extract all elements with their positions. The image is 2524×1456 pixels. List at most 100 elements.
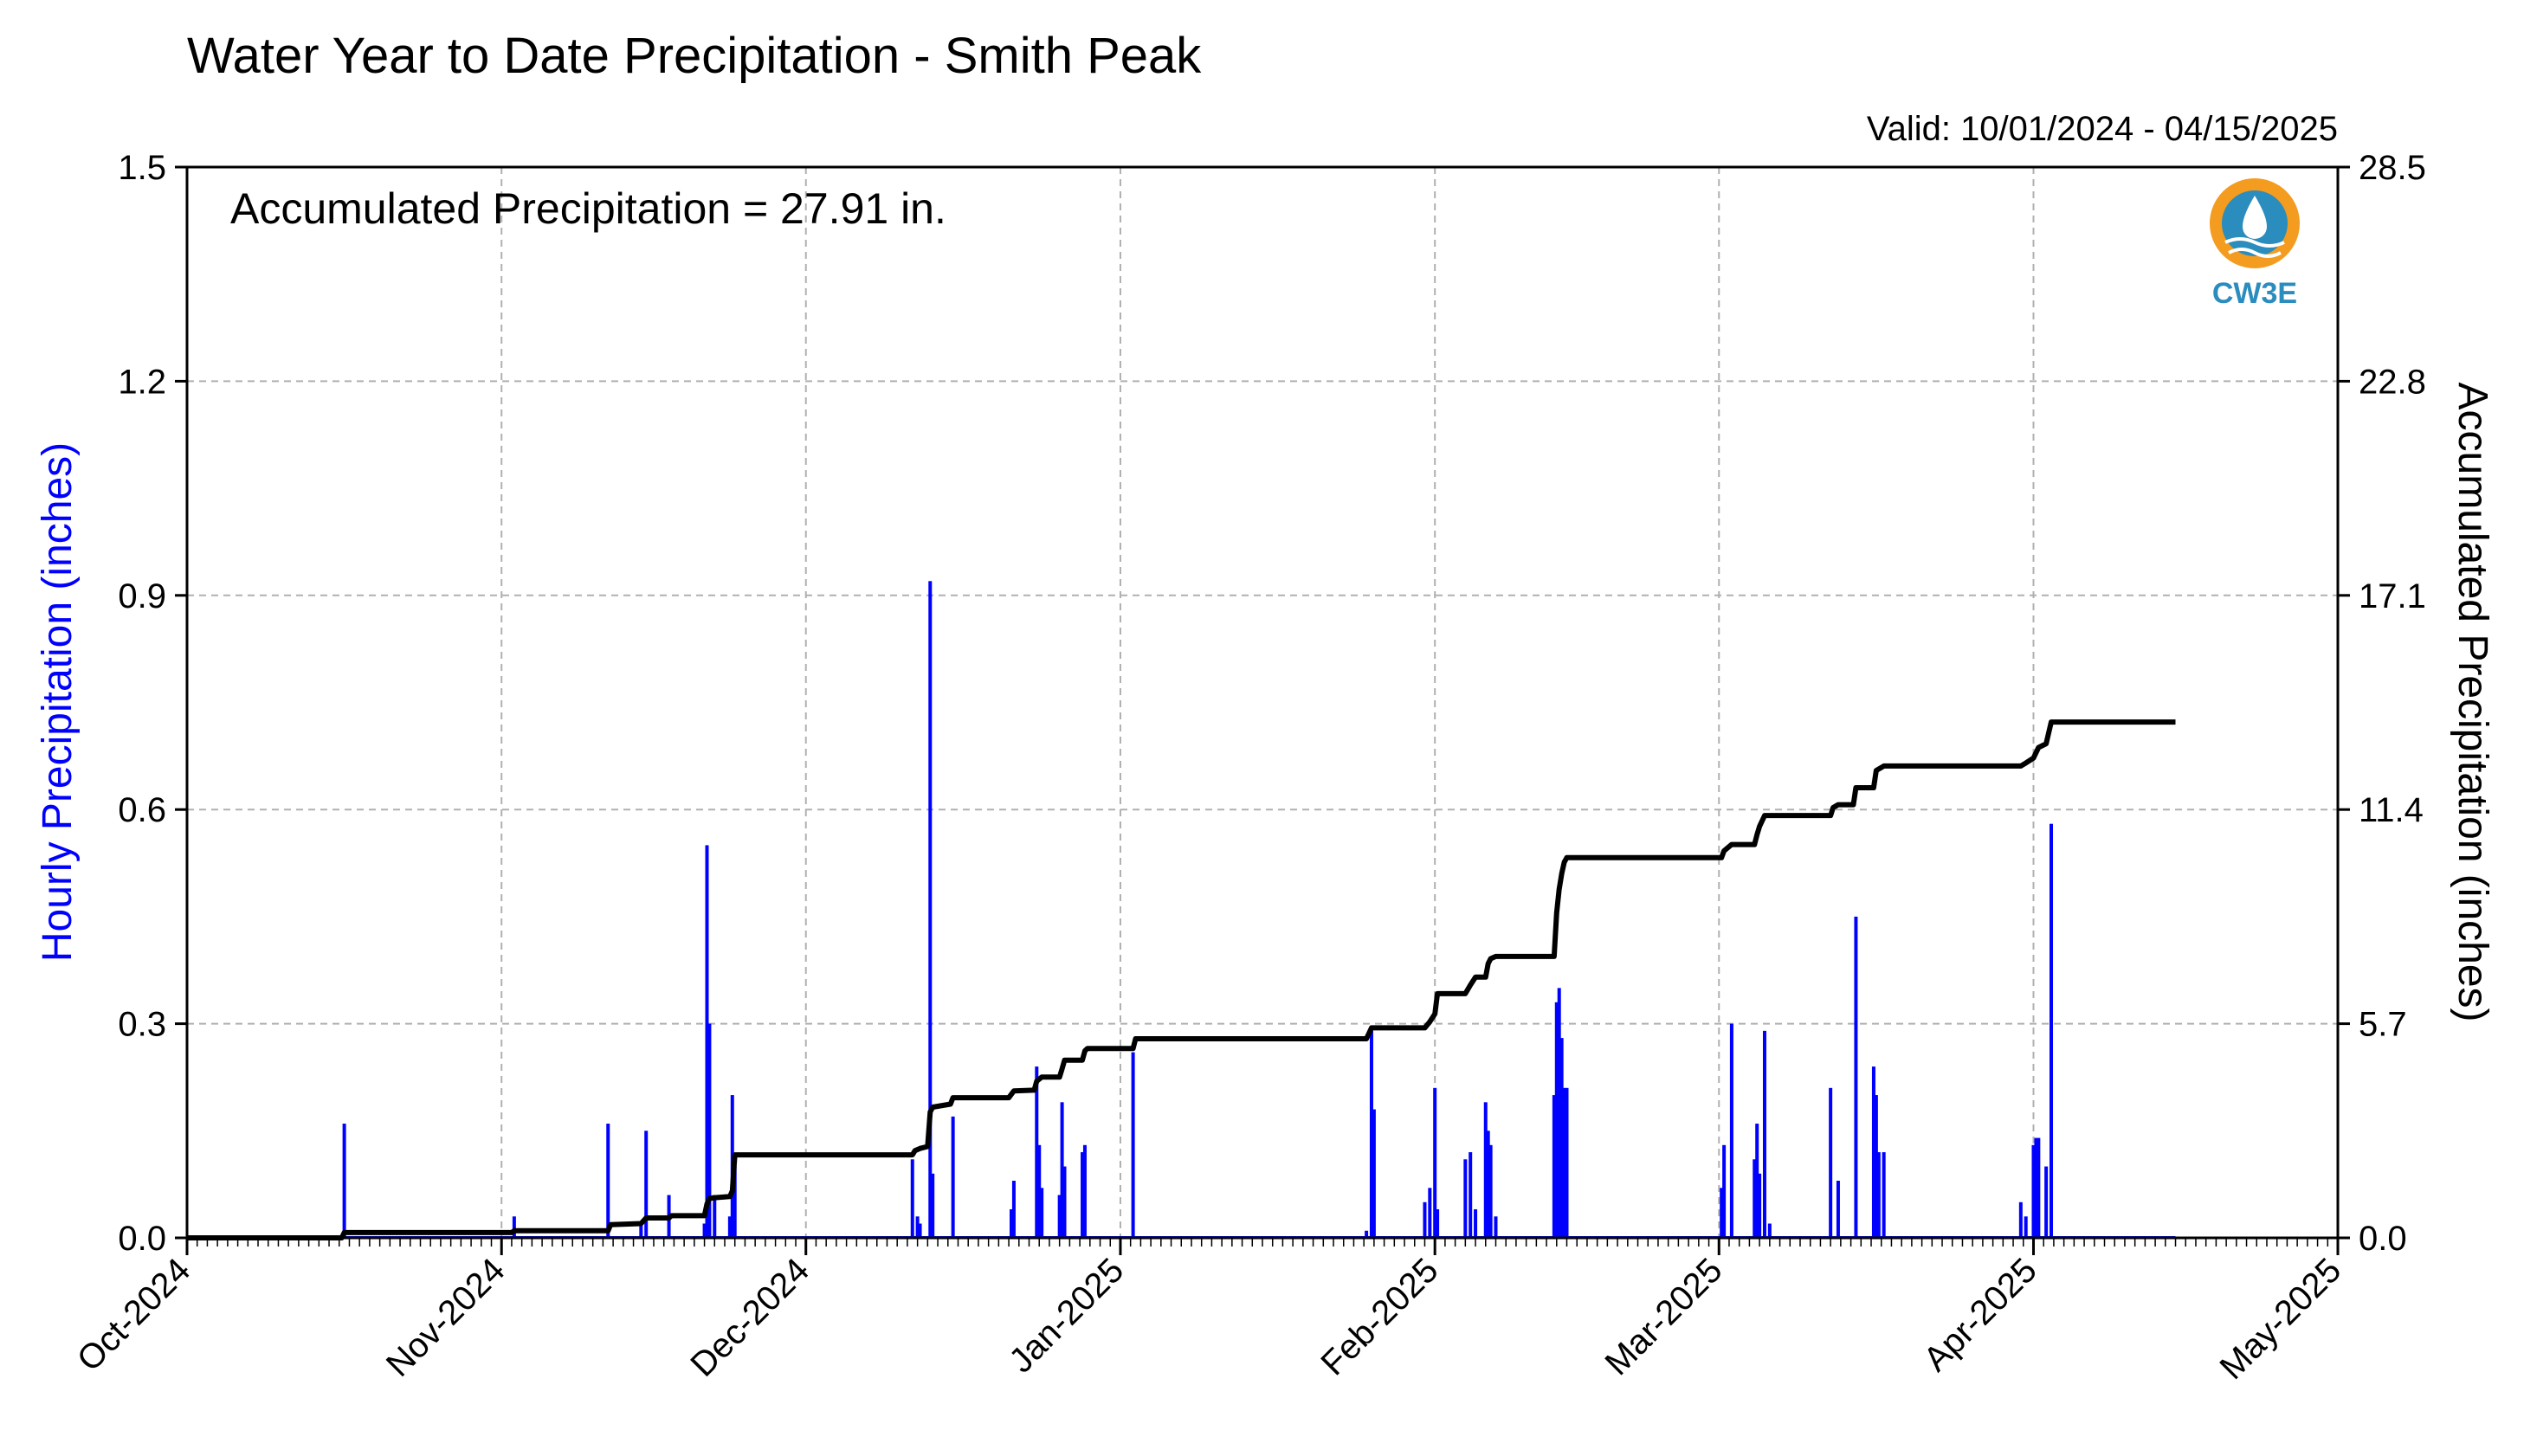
hourly-bar <box>1486 1131 1490 1238</box>
water-drop-icon <box>2243 196 2267 239</box>
hourly-bar <box>2044 1166 2049 1238</box>
hourly-bar <box>1081 1152 1085 1238</box>
hourly-bar <box>1876 1152 1881 1238</box>
hourly-bar <box>1037 1144 1042 1238</box>
axis-ticks <box>175 165 2350 1255</box>
hourly-bar <box>931 1173 935 1238</box>
hourly-bar <box>644 1131 649 1238</box>
hourly-bar <box>1874 1095 1878 1238</box>
hourly-bar <box>1436 1209 1440 1238</box>
hourly-bar <box>2031 1144 2036 1238</box>
hourly-bar <box>733 1166 737 1238</box>
y-tick-label-right: 22.8 <box>2359 363 2426 401</box>
hourly-bar <box>1131 1052 1135 1238</box>
hourly-bar <box>1082 1144 1087 1238</box>
hourly-bar <box>2049 823 2053 1238</box>
hourly-bar <box>1463 1159 1468 1238</box>
left-tick-labels: 0.0 0.3 0.6 0.9 1.2 1.5 <box>118 149 166 1258</box>
y-tick-label-left: 0.6 <box>118 791 166 829</box>
hourly-bar <box>702 1223 707 1238</box>
hourly-bar <box>1365 1230 1369 1238</box>
accumulated-annotation: Accumulated Precipitation = 27.91 in. <box>230 184 946 233</box>
accumulated-line <box>187 719 2176 1240</box>
hourly-bar <box>1552 1095 1556 1238</box>
logo-text: CW3E <box>2212 277 2297 310</box>
hourly-bar <box>1882 1152 1886 1238</box>
cw3e-logo: CW3E <box>2210 178 2300 310</box>
hourly-bar <box>1762 1030 1766 1238</box>
hourly-bar <box>1559 1038 1564 1238</box>
left-axis-label: Hourly Precipitation (inches) <box>35 442 81 962</box>
hourly-bar <box>1722 1144 1727 1238</box>
right-axis-label: Accumulated Precipitation (inches) <box>2450 382 2495 1021</box>
hourly-bar <box>1829 1087 1833 1238</box>
hourly-bar <box>1010 1209 1014 1238</box>
hourly-bar <box>639 1223 643 1238</box>
y-tick-label-right: 11.4 <box>2359 791 2424 829</box>
hourly-bar <box>1011 1181 1016 1238</box>
hourly-bar <box>1755 1124 1759 1238</box>
hourly-bar <box>342 1124 346 1238</box>
chart-title: Water Year to Date Precipitation - Smith… <box>187 28 1202 84</box>
hourly-bar <box>1720 1188 1724 1238</box>
hourly-bar <box>606 1124 610 1238</box>
hourly-bar <box>713 1195 717 1238</box>
hourly-bar <box>2037 1137 2041 1238</box>
hourly-bar <box>1372 1109 1376 1238</box>
y-tick-label-left: 1.5 <box>118 149 166 187</box>
hourly-bar <box>1040 1188 1044 1238</box>
hourly-bar <box>1060 1102 1064 1238</box>
hourly-bar <box>2024 1216 2028 1238</box>
hourly-bar <box>1494 1216 1498 1238</box>
y-tick-label-right: 0.0 <box>2359 1220 2407 1258</box>
hourly-bar <box>512 1216 516 1238</box>
hourly-bar <box>1562 1087 1566 1238</box>
hourly-bar <box>707 1023 712 1238</box>
logo-wave-1 <box>2224 237 2285 248</box>
hourly-bar <box>928 581 933 1238</box>
hourly-bar <box>1836 1181 1840 1238</box>
y-tick-label-right: 28.5 <box>2359 149 2426 187</box>
hourly-bar <box>1428 1188 1432 1238</box>
hourly-bar <box>1488 1144 1493 1238</box>
hourly-bar <box>918 1223 922 1238</box>
y-tick-label-left: 0.9 <box>118 577 166 615</box>
valid-date-range: Valid: 10/01/2024 - 04/15/2025 <box>1867 110 2338 148</box>
hourly-bar <box>1433 1087 1437 1238</box>
hourly-bar <box>915 1216 920 1238</box>
hourly-bar <box>1767 1223 1772 1238</box>
hourly-bar <box>1035 1066 1039 1238</box>
hourly-bar <box>1469 1152 1473 1238</box>
right-tick-labels: 0.0 5.7 11.4 17.1 22.8 28.5 <box>2359 149 2426 1258</box>
hourly-bar <box>1753 1159 1757 1238</box>
y-tick-label-left: 1.2 <box>118 363 166 401</box>
hourly-bar <box>1854 916 1858 1238</box>
hourly-bar <box>1729 1023 1733 1238</box>
hourly-bar <box>1554 1002 1559 1238</box>
y-tick-label-right: 17.1 <box>2359 577 2426 615</box>
hourly-bar <box>2034 1137 2038 1238</box>
hourly-bar <box>1057 1195 1062 1238</box>
hourly-bar <box>951 1116 955 1238</box>
hourly-bar <box>2018 1202 2023 1238</box>
y-tick-label-left: 0.0 <box>118 1220 166 1258</box>
hourly-bar <box>1062 1166 1067 1238</box>
hourly-bar <box>1871 1066 1875 1238</box>
hourly-bar <box>910 1159 914 1238</box>
hourly-bar <box>1557 988 1561 1238</box>
hourly-bar <box>1483 1102 1488 1238</box>
hourly-bar <box>1369 1030 1373 1238</box>
hourly-bar <box>727 1216 732 1238</box>
hourly-bar <box>1474 1209 1478 1238</box>
logo-wave-2 <box>2228 248 2282 258</box>
hourly-bar <box>1758 1173 1762 1238</box>
hourly-bar <box>1565 1087 1569 1238</box>
y-tick-label-right: 5.7 <box>2359 1006 2407 1044</box>
gridlines <box>187 167 2338 1238</box>
y-tick-label-left: 0.3 <box>118 1006 166 1044</box>
hourly-bar <box>1423 1202 1427 1238</box>
accumulated-line-group <box>187 719 2176 1240</box>
hourly-bar <box>705 845 709 1238</box>
